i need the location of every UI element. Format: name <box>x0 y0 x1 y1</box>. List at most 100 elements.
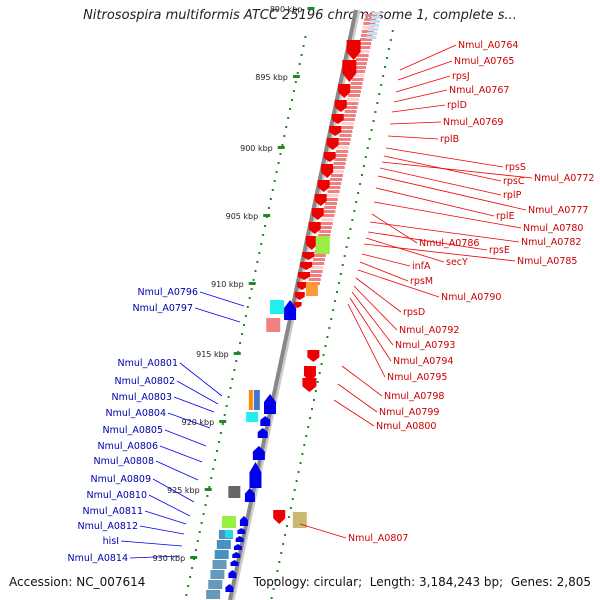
forward-gene-label[interactable]: Nmul_A0807 <box>348 533 408 544</box>
cds-track-segment <box>313 258 326 261</box>
gene-track-dot <box>291 498 294 500</box>
gene-track-dot <box>374 111 377 113</box>
cds-track-segment <box>350 82 363 85</box>
forward-gene-label[interactable]: rplE <box>496 211 515 222</box>
forward-gene-label[interactable]: rpsM <box>410 276 433 287</box>
reverse-gene-label[interactable]: Nmul_A0811 <box>83 506 143 517</box>
reverse-gene-arrow <box>257 428 268 438</box>
forward-gene-label[interactable]: Nmul_A0794 <box>393 356 453 367</box>
reverse-gene-label[interactable]: Nmul_A0814 <box>68 553 128 564</box>
forward-gene-label[interactable]: rpsE <box>489 245 510 256</box>
reverse-gene-label[interactable]: Nmul_A0812 <box>78 521 138 532</box>
gene-track-dot <box>314 390 317 392</box>
reverse-gene-arrow <box>230 560 239 566</box>
forward-gene-label[interactable]: Nmul_A0798 <box>384 391 444 402</box>
scale-major-tick <box>248 282 256 285</box>
cds-track-segment <box>341 126 354 129</box>
scale-tick-dot <box>264 225 267 227</box>
cds-track-segment <box>333 162 346 165</box>
scale-tick-dot <box>242 324 245 326</box>
forward-gene-arrow <box>298 272 311 280</box>
forward-gene-label[interactable]: rpsS <box>505 162 526 173</box>
reverse-gene-label[interactable]: Nmul_A0805 <box>103 425 163 436</box>
forward-gene-label[interactable]: Nmul_A0792 <box>399 325 459 336</box>
forward-gene-label[interactable]: rpsD <box>403 307 425 318</box>
forward-gene-label[interactable]: infA <box>412 261 431 272</box>
reverse-gene-arrow <box>252 446 265 460</box>
accession-label: Accession: <box>9 575 73 589</box>
scale-tick-label: 915 kbp <box>196 350 229 359</box>
reverse-leader-line <box>152 478 195 503</box>
reverse-gene-label[interactable]: Nmul_A0808 <box>94 456 154 467</box>
gene-track-dot <box>305 435 308 437</box>
forward-gene-label[interactable]: Nmul_A0764 <box>458 40 518 51</box>
forward-leader-line <box>341 365 383 397</box>
reverse-gene-label[interactable]: Nmul_A0796 <box>138 287 198 298</box>
forward-leader-line <box>365 237 445 263</box>
reverse-gene-label[interactable]: Nmul_A0809 <box>91 474 151 485</box>
forward-gene-label[interactable]: Nmul_A0765 <box>454 56 514 67</box>
forward-gene-label[interactable]: Nmul_A0785 <box>517 256 577 267</box>
reverse-gene-label[interactable]: Nmul_A0797 <box>133 303 193 314</box>
reverse-gene-label[interactable]: Nmul_A0801 <box>118 358 178 369</box>
cds-track-segment <box>321 218 334 221</box>
cds-track-segment <box>354 66 367 69</box>
forward-gene-label[interactable]: secY <box>446 257 468 268</box>
forward-gene-label[interactable]: rplB <box>440 134 459 145</box>
gene-track-dot <box>278 561 281 563</box>
forward-gene-label[interactable]: Nmul_A0786 <box>419 238 479 249</box>
forward-gene-label[interactable]: Nmul_A0780 <box>523 223 583 234</box>
cds-track-segment <box>328 186 341 189</box>
forward-gene-label[interactable]: rplP <box>503 190 522 201</box>
cds-track-segment <box>344 110 357 113</box>
gene-track-dot <box>322 354 325 356</box>
forward-gene-label[interactable]: Nmul_A0793 <box>395 340 455 351</box>
reverse-leader-line <box>129 555 181 559</box>
gene-track-dot <box>332 309 335 311</box>
forward-leader-line <box>385 147 504 168</box>
gene-track-dot <box>339 273 342 275</box>
forward-gene-label[interactable]: Nmul_A0790 <box>441 292 501 303</box>
cds-track-segment-blue <box>369 24 380 27</box>
forward-gene-label[interactable]: rpsJ <box>452 71 470 82</box>
forward-gene-label[interactable]: Nmul_A0767 <box>449 85 509 96</box>
forward-gene-label[interactable]: Nmul_A0772 <box>534 173 594 184</box>
forward-gene-label[interactable]: Nmul_A0769 <box>443 117 503 128</box>
forward-gene-arrow <box>300 262 313 270</box>
forward-gene-label[interactable]: Nmul_A0777 <box>528 205 588 216</box>
scale-tick-dot <box>256 261 259 263</box>
scale-major-tick <box>219 420 227 423</box>
forward-leader-line <box>337 383 378 413</box>
gene-track-dot <box>382 75 385 77</box>
forward-leader-line <box>393 89 448 103</box>
reverse-gene-label[interactable]: Nmul_A0810 <box>87 490 147 501</box>
forward-leader-line <box>379 167 502 196</box>
scale-tick-dot <box>212 468 215 470</box>
scale-tick-dot <box>292 90 295 92</box>
forward-gene-label[interactable]: Nmul_A0795 <box>387 372 447 383</box>
reverse-gene-label[interactable]: Nmul_A0806 <box>98 441 158 452</box>
reverse-gene-label[interactable]: hisI <box>103 536 119 547</box>
reverse-gene-label[interactable]: Nmul_A0802 <box>115 376 175 387</box>
gene-track-dot <box>289 507 292 509</box>
forward-gene-label[interactable]: Nmul_A0800 <box>376 421 436 432</box>
forward-gene-arrow <box>307 350 320 362</box>
reverse-leader-line <box>176 380 219 405</box>
reverse-gene-label[interactable]: Nmul_A0803 <box>112 392 172 403</box>
forward-leader-line <box>399 44 457 71</box>
scale-major-tick <box>307 7 315 10</box>
scale-tick-dot <box>241 333 244 335</box>
forward-gene-arrow <box>308 222 321 234</box>
scale-tick-dot <box>191 567 194 569</box>
feature-block-green <box>221 516 236 528</box>
cds-track-segment <box>336 150 349 153</box>
gene-track-dot <box>349 228 352 230</box>
reverse-gene-label[interactable]: Nmul_A0804 <box>106 408 166 419</box>
cds-track-segment <box>358 46 371 49</box>
forward-gene-label[interactable]: Nmul_A0799 <box>379 407 439 418</box>
forward-gene-label[interactable]: Nmul_A0782 <box>521 237 581 248</box>
gene-track-dot <box>380 84 383 86</box>
forward-gene-label[interactable]: rplD <box>447 100 467 111</box>
forward-gene-label[interactable]: rpsC <box>503 176 525 187</box>
